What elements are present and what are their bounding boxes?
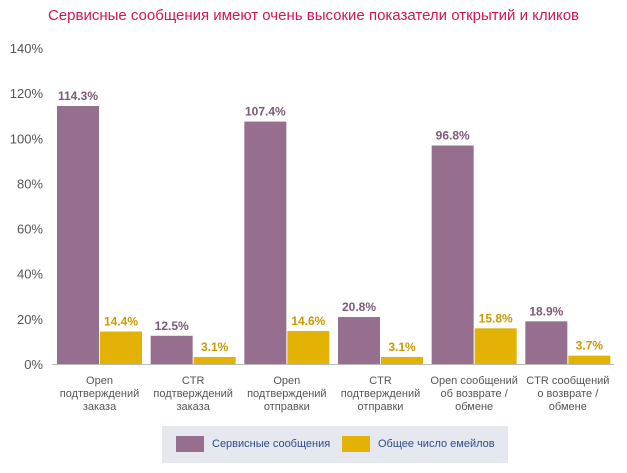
data-label: 3.1% [201, 340, 229, 354]
bar-service [525, 321, 568, 364]
x-tick-label-line: обмене [455, 401, 493, 413]
x-tick-label-line: подтверждений [153, 388, 233, 400]
data-label: 3.7% [576, 339, 604, 353]
x-tick-label: CTR подтверждений отправки [341, 375, 421, 413]
bar-service [338, 317, 380, 364]
legend: Сервисные сообщения Общее число емейлов [162, 426, 508, 463]
x-tick-label: Open сообщений об возврате / обмене [430, 375, 518, 413]
y-tick-label: 80% [17, 176, 43, 191]
x-tick-label: Open подтверждений отправки [247, 375, 327, 413]
bar-all-emails [100, 331, 142, 364]
legend-swatch-all-emails [342, 436, 370, 452]
y-tick-label: 100% [10, 131, 44, 146]
x-tick-label-line: подтверждений [341, 388, 421, 400]
data-label: 12.5% [155, 319, 189, 333]
data-label: 15.8% [479, 311, 513, 325]
x-tick-label: CTR подтверждений заказа [153, 375, 233, 413]
y-tick-label: 120% [10, 86, 44, 101]
bar-all-emails [568, 355, 611, 364]
x-tick-label-line: CTR сообщений [526, 375, 609, 387]
bar-all-emails [193, 357, 236, 364]
chart-title: Сервисные сообщения имеют очень высокие … [47, 7, 580, 24]
bar-service [431, 145, 474, 364]
data-label: 96.8% [436, 129, 470, 143]
x-tick-label-line: Open сообщений [430, 375, 518, 387]
x-tick-label: CTR сообщений о возврате / обмене [526, 375, 609, 413]
bar-all-emails [287, 331, 330, 364]
legend-item-service: Сервисные сообщения [176, 435, 330, 453]
data-label: 18.9% [529, 304, 563, 318]
x-tick-label: Open подтверждений заказа [60, 375, 140, 413]
legend-swatch-service [176, 436, 204, 452]
bar-all-emails [381, 357, 423, 364]
legend-label-all-emails: Общее число емейлов [378, 438, 495, 450]
y-tick-label: 20% [17, 312, 43, 327]
x-tick-label-line: об возврате / [441, 388, 509, 400]
data-label: 3.1% [388, 340, 416, 354]
y-tick-label: 0% [24, 357, 43, 372]
bar-service [244, 121, 287, 364]
y-tick-label: 60% [17, 222, 43, 237]
bar-service [150, 335, 193, 364]
data-label: 114.3% [58, 89, 98, 103]
bar-service [57, 106, 99, 364]
x-tick-label-line: заказа [83, 401, 117, 413]
y-tick-label: 40% [17, 267, 43, 282]
x-tick-label-line: о возврате / [537, 388, 599, 400]
y-tick-label: 140% [10, 41, 44, 56]
x-tick-label-line: подтверждений [247, 388, 327, 400]
x-tick-label-line: обмене [549, 401, 587, 413]
x-tick-label-line: Open [86, 375, 113, 387]
legend-label-service: Сервисные сообщения [212, 438, 331, 450]
data-label: 14.6% [291, 314, 325, 328]
x-tick-label-line: отправки [358, 401, 404, 413]
legend-item-all-emails: Общее число емейлов [342, 435, 495, 453]
data-label: 20.8% [342, 300, 376, 314]
data-label: 107.4% [245, 105, 286, 119]
bar-all-emails [474, 328, 517, 364]
x-tick-label-line: CTR [369, 375, 392, 387]
x-tick-label-line: отправки [264, 401, 310, 413]
x-tick-label-line: заказа [176, 401, 210, 413]
data-label: 14.4% [104, 314, 138, 328]
x-tick-label-line: Open [273, 375, 300, 387]
x-tick-label-line: подтверждений [60, 388, 140, 400]
x-tick-label-line: CTR [182, 375, 205, 387]
